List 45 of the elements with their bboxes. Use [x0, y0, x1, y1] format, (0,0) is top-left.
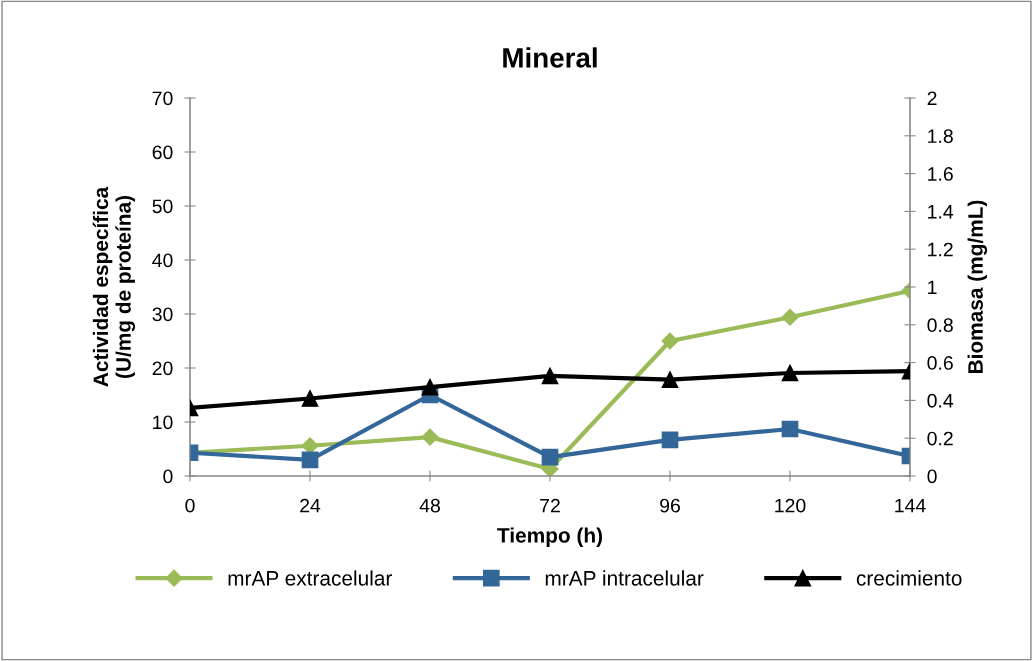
y2-tick-label: 1.8: [928, 129, 953, 144]
point: [781, 420, 799, 438]
chart-title: Mineral: [503, 47, 597, 68]
y2-tick-label: 1.2: [928, 242, 953, 257]
point: [541, 448, 559, 466]
y2-tick-label: 0.4: [927, 393, 954, 408]
y-tick-label: 20: [152, 361, 173, 376]
legend-label: mrAP extracelular: [228, 570, 393, 586]
y2-tick-label: 0.2: [927, 431, 953, 446]
y-tick-label: 50: [152, 199, 173, 214]
point: [421, 428, 439, 446]
y-tick-label: 30: [152, 307, 173, 322]
point: [661, 431, 679, 449]
x-tick-label: 144: [895, 498, 926, 513]
y-tick-label: 70: [152, 91, 173, 106]
point: [781, 308, 799, 326]
point: [661, 332, 679, 350]
y2-tick-label: 1: [928, 280, 937, 295]
y-tick-label: 10: [153, 415, 173, 430]
point: [541, 367, 559, 385]
point: [301, 451, 319, 469]
y2-tick-label: 0.8: [927, 318, 953, 333]
point: [661, 371, 679, 388]
y-tick-label: 0: [163, 469, 173, 484]
point: [781, 364, 799, 382]
y-tick-label: 40: [152, 253, 173, 268]
y-axis-title: Actividad específica (U/mg de proteína): [92, 186, 136, 387]
y2-tick-label: 0.6: [927, 356, 953, 370]
point: [301, 390, 319, 407]
x-axis-title: Tiempo (h): [497, 527, 603, 547]
point: [421, 378, 439, 396]
x-tick-label: 0: [185, 498, 195, 513]
y2-tick-label: 1.6: [928, 167, 953, 181]
y2-tick-label: 0: [927, 469, 937, 484]
y2-tick-label: 1.4: [928, 205, 954, 219]
y-tick-label: 60: [152, 145, 173, 160]
x-tick-label: 96: [660, 498, 680, 513]
x-tick-label: 24: [300, 498, 321, 513]
legend-label: crecimiento: [856, 570, 962, 586]
y2-tick-label: 2: [927, 91, 937, 106]
x-tick-label: 120: [775, 498, 806, 513]
x-tick-label: 72: [540, 498, 560, 513]
x-tick-label: 48: [419, 498, 440, 513]
y2-axis-title: Biomasa (mg/mL): [967, 200, 988, 373]
legend-label: mrAP intracelular: [545, 570, 704, 586]
